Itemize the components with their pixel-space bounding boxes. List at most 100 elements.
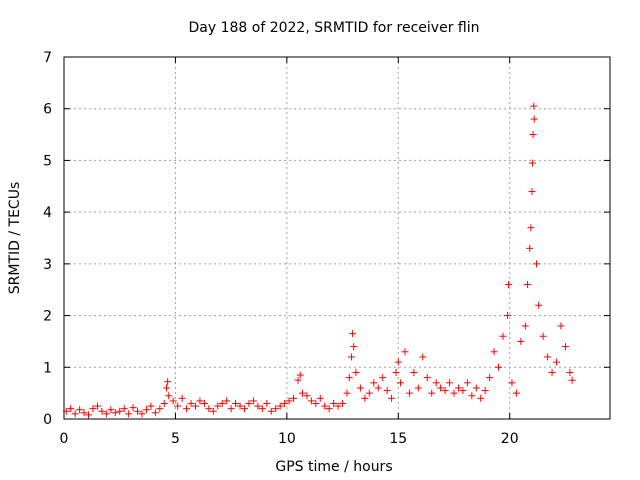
data-point [441, 387, 449, 395]
data-point [539, 332, 547, 340]
data-point [528, 159, 536, 167]
data-point [529, 131, 537, 139]
data-point [356, 384, 364, 392]
data-point [76, 406, 84, 414]
data-point [334, 402, 342, 410]
data-point [499, 332, 507, 340]
data-point [459, 387, 467, 395]
data-point [454, 384, 462, 392]
data-point [71, 410, 79, 418]
data-point [505, 281, 513, 289]
data-point [365, 389, 373, 397]
y-tick-label: 4 [43, 205, 52, 221]
data-point [517, 337, 525, 345]
data-point [183, 405, 191, 413]
data-point [490, 348, 498, 356]
data-point [93, 402, 101, 410]
data-point [303, 392, 311, 400]
y-tick-label: 5 [43, 153, 52, 169]
data-point [450, 389, 458, 397]
data-point [223, 397, 231, 405]
data-point [187, 399, 195, 407]
data-point [508, 379, 516, 387]
data-point [85, 411, 93, 419]
data-point [281, 399, 289, 407]
y-tick-label: 1 [43, 360, 52, 376]
y-axis-label: SRMTID / TECUs [7, 182, 23, 295]
y-tick-label: 2 [43, 309, 52, 325]
plot-frame [63, 56, 611, 420]
data-point [232, 399, 240, 407]
data-point [200, 399, 208, 407]
data-point [343, 389, 351, 397]
axis-ticks: 0 5 10 15 20 0 1 2 3 4 5 6 7 [43, 50, 610, 447]
data-point [401, 348, 409, 356]
data-point [557, 322, 565, 330]
data-point [345, 374, 353, 382]
data-point [530, 102, 538, 110]
data-point [526, 244, 534, 252]
x-tick-label: 10 [278, 431, 296, 447]
data-point [397, 379, 405, 387]
data-point [428, 389, 436, 397]
data-point [111, 409, 119, 417]
data-point [561, 343, 569, 351]
data-point [410, 368, 418, 376]
data-point [164, 378, 172, 386]
data-point [463, 379, 471, 387]
data-point [521, 322, 529, 330]
data-point [568, 376, 576, 384]
data-point [236, 402, 244, 410]
x-tick-label: 20 [501, 431, 519, 447]
data-point [245, 399, 253, 407]
data-point [218, 399, 226, 407]
data-point [294, 376, 302, 384]
data-point [437, 384, 445, 392]
data-point [472, 384, 480, 392]
data-points [62, 102, 576, 419]
data-point [169, 397, 177, 405]
data-point [553, 358, 561, 366]
data-point [432, 379, 440, 387]
data-point [352, 368, 360, 376]
data-point [379, 374, 387, 382]
data-point [160, 399, 168, 407]
data-point [138, 410, 146, 418]
data-point [98, 407, 106, 415]
x-tick-label: 15 [389, 431, 407, 447]
data-point [267, 407, 275, 415]
grid-lines [64, 57, 610, 419]
y-tick-label: 6 [43, 102, 52, 118]
data-point [477, 394, 485, 402]
data-point [296, 371, 304, 379]
data-point [163, 384, 171, 392]
data-point [383, 387, 391, 395]
data-point [503, 312, 511, 320]
data-point [495, 363, 503, 371]
data-point [134, 407, 142, 415]
data-point [125, 410, 133, 418]
data-point [178, 394, 186, 402]
data-point [566, 368, 574, 376]
data-point [165, 392, 173, 400]
data-point [512, 389, 520, 397]
data-point [347, 353, 355, 361]
data-point [321, 402, 329, 410]
data-point [339, 399, 347, 407]
data-point [272, 405, 280, 413]
data-point [468, 392, 476, 400]
data-point [548, 368, 556, 376]
data-point [67, 405, 75, 413]
data-point [349, 330, 357, 338]
data-point [102, 410, 110, 418]
data-point [227, 405, 235, 413]
data-point [330, 399, 338, 407]
data-point [423, 374, 431, 382]
data-point [151, 409, 159, 417]
data-point [214, 402, 222, 410]
data-point [530, 115, 538, 123]
data-point [486, 374, 494, 382]
data-point [174, 402, 182, 410]
data-point [196, 397, 204, 405]
